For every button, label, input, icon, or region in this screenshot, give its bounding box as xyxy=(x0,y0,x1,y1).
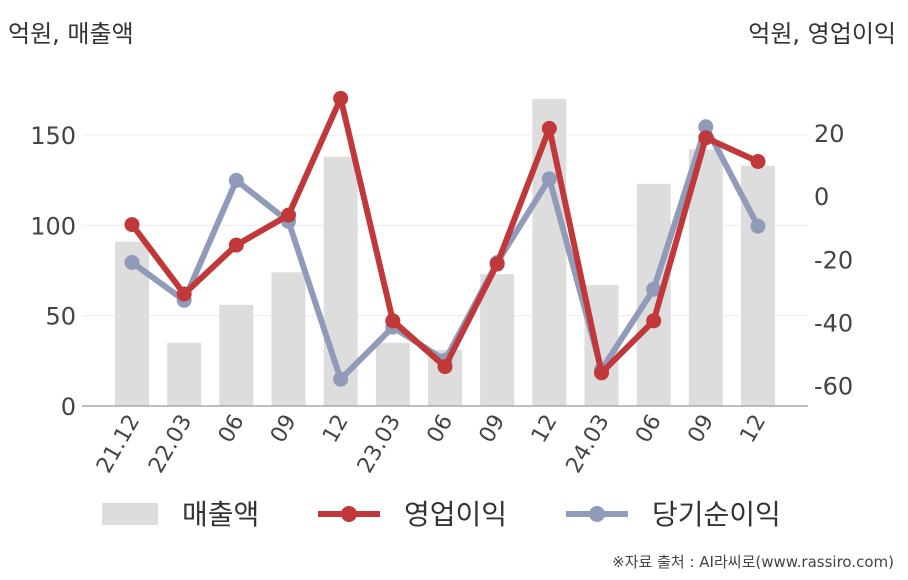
left-axis-unit: 억원, 매출액 xyxy=(8,20,134,48)
x-tick-label: 06 xyxy=(423,411,459,448)
x-tick-label: 06 xyxy=(214,411,250,448)
data-point xyxy=(124,254,140,270)
data-point xyxy=(228,172,244,188)
data-point xyxy=(385,313,401,329)
data-point xyxy=(750,218,766,234)
data-point xyxy=(541,120,557,136)
data-point xyxy=(541,171,557,187)
left-y-tick-label: 150 xyxy=(30,122,76,150)
data-point xyxy=(646,313,662,329)
right-y-tick-labels: 20 0 -20 -40 -60 xyxy=(814,120,853,400)
x-tick-label: 09 xyxy=(475,410,511,447)
data-point xyxy=(281,207,296,223)
left-y-tick-label: 100 xyxy=(30,212,76,240)
x-tick-label: 09 xyxy=(266,411,302,448)
legend-label: 당기순이익 xyxy=(652,498,781,531)
legend-swatch-bar xyxy=(102,503,158,525)
x-tick-label: 22.03 xyxy=(144,411,197,478)
bar xyxy=(480,274,515,406)
right-y-tick-label: 0 xyxy=(814,183,829,211)
data-point xyxy=(176,286,192,302)
right-y-tick-label: -40 xyxy=(814,309,853,337)
bar xyxy=(375,342,410,406)
legend-swatch-marker xyxy=(341,506,357,522)
x-tick-label: 21.12 xyxy=(92,411,145,478)
left-y-tick-label: 0 xyxy=(61,393,76,421)
data-point xyxy=(750,153,766,169)
data-point xyxy=(437,359,453,375)
x-tick-label: 12 xyxy=(527,411,563,448)
x-tick-labels: 21.12 22.03 06 09 12 23.03 06 09 12 24.03 06 09 12 xyxy=(92,410,771,477)
grid-lines xyxy=(82,134,808,317)
right-y-tick-label: 20 xyxy=(814,120,845,148)
x-tick-label: 09 xyxy=(683,411,719,448)
bar xyxy=(688,149,723,406)
data-point xyxy=(698,119,714,135)
line-series xyxy=(124,90,766,387)
data-point xyxy=(489,256,505,272)
data-point xyxy=(124,217,140,233)
x-tick-label: 12 xyxy=(318,411,354,448)
data-point xyxy=(698,130,714,146)
data-source-note: ※자료 출처 : AI라씨로(www.rassiro.com) xyxy=(612,553,894,571)
legend-swatch-marker xyxy=(589,506,605,522)
left-y-tick-label: 50 xyxy=(45,303,76,331)
data-point xyxy=(646,281,662,297)
bar xyxy=(219,304,254,406)
data-point xyxy=(333,371,349,387)
bar xyxy=(167,342,202,406)
bar xyxy=(271,272,306,406)
legend: 매출액 영업이익 당기순이익 xyxy=(102,498,781,531)
right-y-tick-label: -20 xyxy=(814,246,853,274)
legend-label: 매출액 xyxy=(182,498,259,531)
left-y-tick-labels: 0 50 100 150 xyxy=(30,122,76,421)
data-point xyxy=(594,365,609,381)
x-tick-label: 23.03 xyxy=(353,411,406,478)
x-tick-label: 12 xyxy=(736,411,772,448)
x-tick-label: 24.03 xyxy=(562,411,615,478)
data-point xyxy=(333,90,349,106)
bar xyxy=(584,284,619,406)
right-y-tick-label: -60 xyxy=(814,372,853,400)
legend-label: 영업이익 xyxy=(404,498,507,531)
x-tick-label: 06 xyxy=(631,411,667,448)
data-point xyxy=(228,237,244,253)
right-axis-unit: 억원, 영업이익 xyxy=(748,20,896,48)
bar xyxy=(532,98,567,406)
